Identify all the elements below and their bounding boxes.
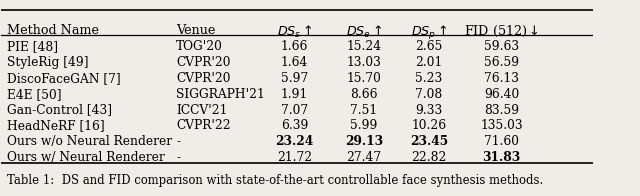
Text: 5.97: 5.97 — [281, 72, 308, 85]
Text: 13.03: 13.03 — [346, 56, 381, 69]
Text: HeadNeRF [16]: HeadNeRF [16] — [7, 120, 105, 132]
Text: CVPR'20: CVPR'20 — [176, 72, 230, 85]
Text: 76.13: 76.13 — [484, 72, 519, 85]
Text: 96.40: 96.40 — [484, 88, 519, 101]
Text: 83.59: 83.59 — [484, 104, 519, 117]
Text: 31.83: 31.83 — [483, 151, 521, 164]
Text: 1.64: 1.64 — [281, 56, 308, 69]
Text: FID (512)$\downarrow$: FID (512)$\downarrow$ — [464, 24, 539, 39]
Text: 10.26: 10.26 — [412, 120, 446, 132]
Text: E4E [50]: E4E [50] — [7, 88, 62, 101]
Text: 23.24: 23.24 — [275, 135, 314, 148]
Text: $DS_s\uparrow$: $DS_s\uparrow$ — [276, 24, 312, 40]
Text: 15.24: 15.24 — [346, 40, 381, 53]
Text: 7.51: 7.51 — [350, 104, 377, 117]
Text: 2.01: 2.01 — [415, 56, 442, 69]
Text: 71.60: 71.60 — [484, 135, 519, 148]
Text: Table 1:  DS and FID comparison with state-of-the-art controllable face synthesi: Table 1: DS and FID comparison with stat… — [7, 174, 543, 187]
Text: 21.72: 21.72 — [277, 151, 312, 164]
Text: 135.03: 135.03 — [481, 120, 523, 132]
Text: Gan-Control [43]: Gan-Control [43] — [7, 104, 112, 117]
Text: CVPR'22: CVPR'22 — [176, 120, 230, 132]
Text: TOG'20: TOG'20 — [176, 40, 223, 53]
Text: 59.63: 59.63 — [484, 40, 519, 53]
Text: Method Name: Method Name — [7, 24, 99, 37]
Text: ICCV'21: ICCV'21 — [176, 104, 227, 117]
Text: 7.07: 7.07 — [281, 104, 308, 117]
Text: Venue: Venue — [176, 24, 216, 37]
Text: 27.47: 27.47 — [346, 151, 381, 164]
Text: 29.13: 29.13 — [344, 135, 383, 148]
Text: 9.33: 9.33 — [415, 104, 442, 117]
Text: -: - — [176, 151, 180, 164]
Text: StyleRig [49]: StyleRig [49] — [7, 56, 89, 69]
Text: DiscoFaceGAN [7]: DiscoFaceGAN [7] — [7, 72, 121, 85]
Text: $DS_p\uparrow$: $DS_p\uparrow$ — [411, 24, 447, 42]
Text: SIGGRAPH'21: SIGGRAPH'21 — [176, 88, 265, 101]
Text: 1.91: 1.91 — [281, 88, 308, 101]
Text: CVPR'20: CVPR'20 — [176, 56, 230, 69]
Text: $DS_e\uparrow$: $DS_e\uparrow$ — [346, 24, 382, 40]
Text: PIE [48]: PIE [48] — [7, 40, 58, 53]
Text: 1.66: 1.66 — [281, 40, 308, 53]
Text: 22.82: 22.82 — [411, 151, 447, 164]
Text: 2.65: 2.65 — [415, 40, 442, 53]
Text: 6.39: 6.39 — [281, 120, 308, 132]
Text: Ours w/ Neural Renderer: Ours w/ Neural Renderer — [7, 151, 165, 164]
Text: -: - — [176, 135, 180, 148]
Text: 5.23: 5.23 — [415, 72, 442, 85]
Text: Ours w/o Neural Renderer: Ours w/o Neural Renderer — [7, 135, 172, 148]
Text: 56.59: 56.59 — [484, 56, 519, 69]
Text: 15.70: 15.70 — [346, 72, 381, 85]
Text: 23.45: 23.45 — [410, 135, 448, 148]
Text: 8.66: 8.66 — [350, 88, 378, 101]
Text: 5.99: 5.99 — [350, 120, 378, 132]
Text: 7.08: 7.08 — [415, 88, 442, 101]
